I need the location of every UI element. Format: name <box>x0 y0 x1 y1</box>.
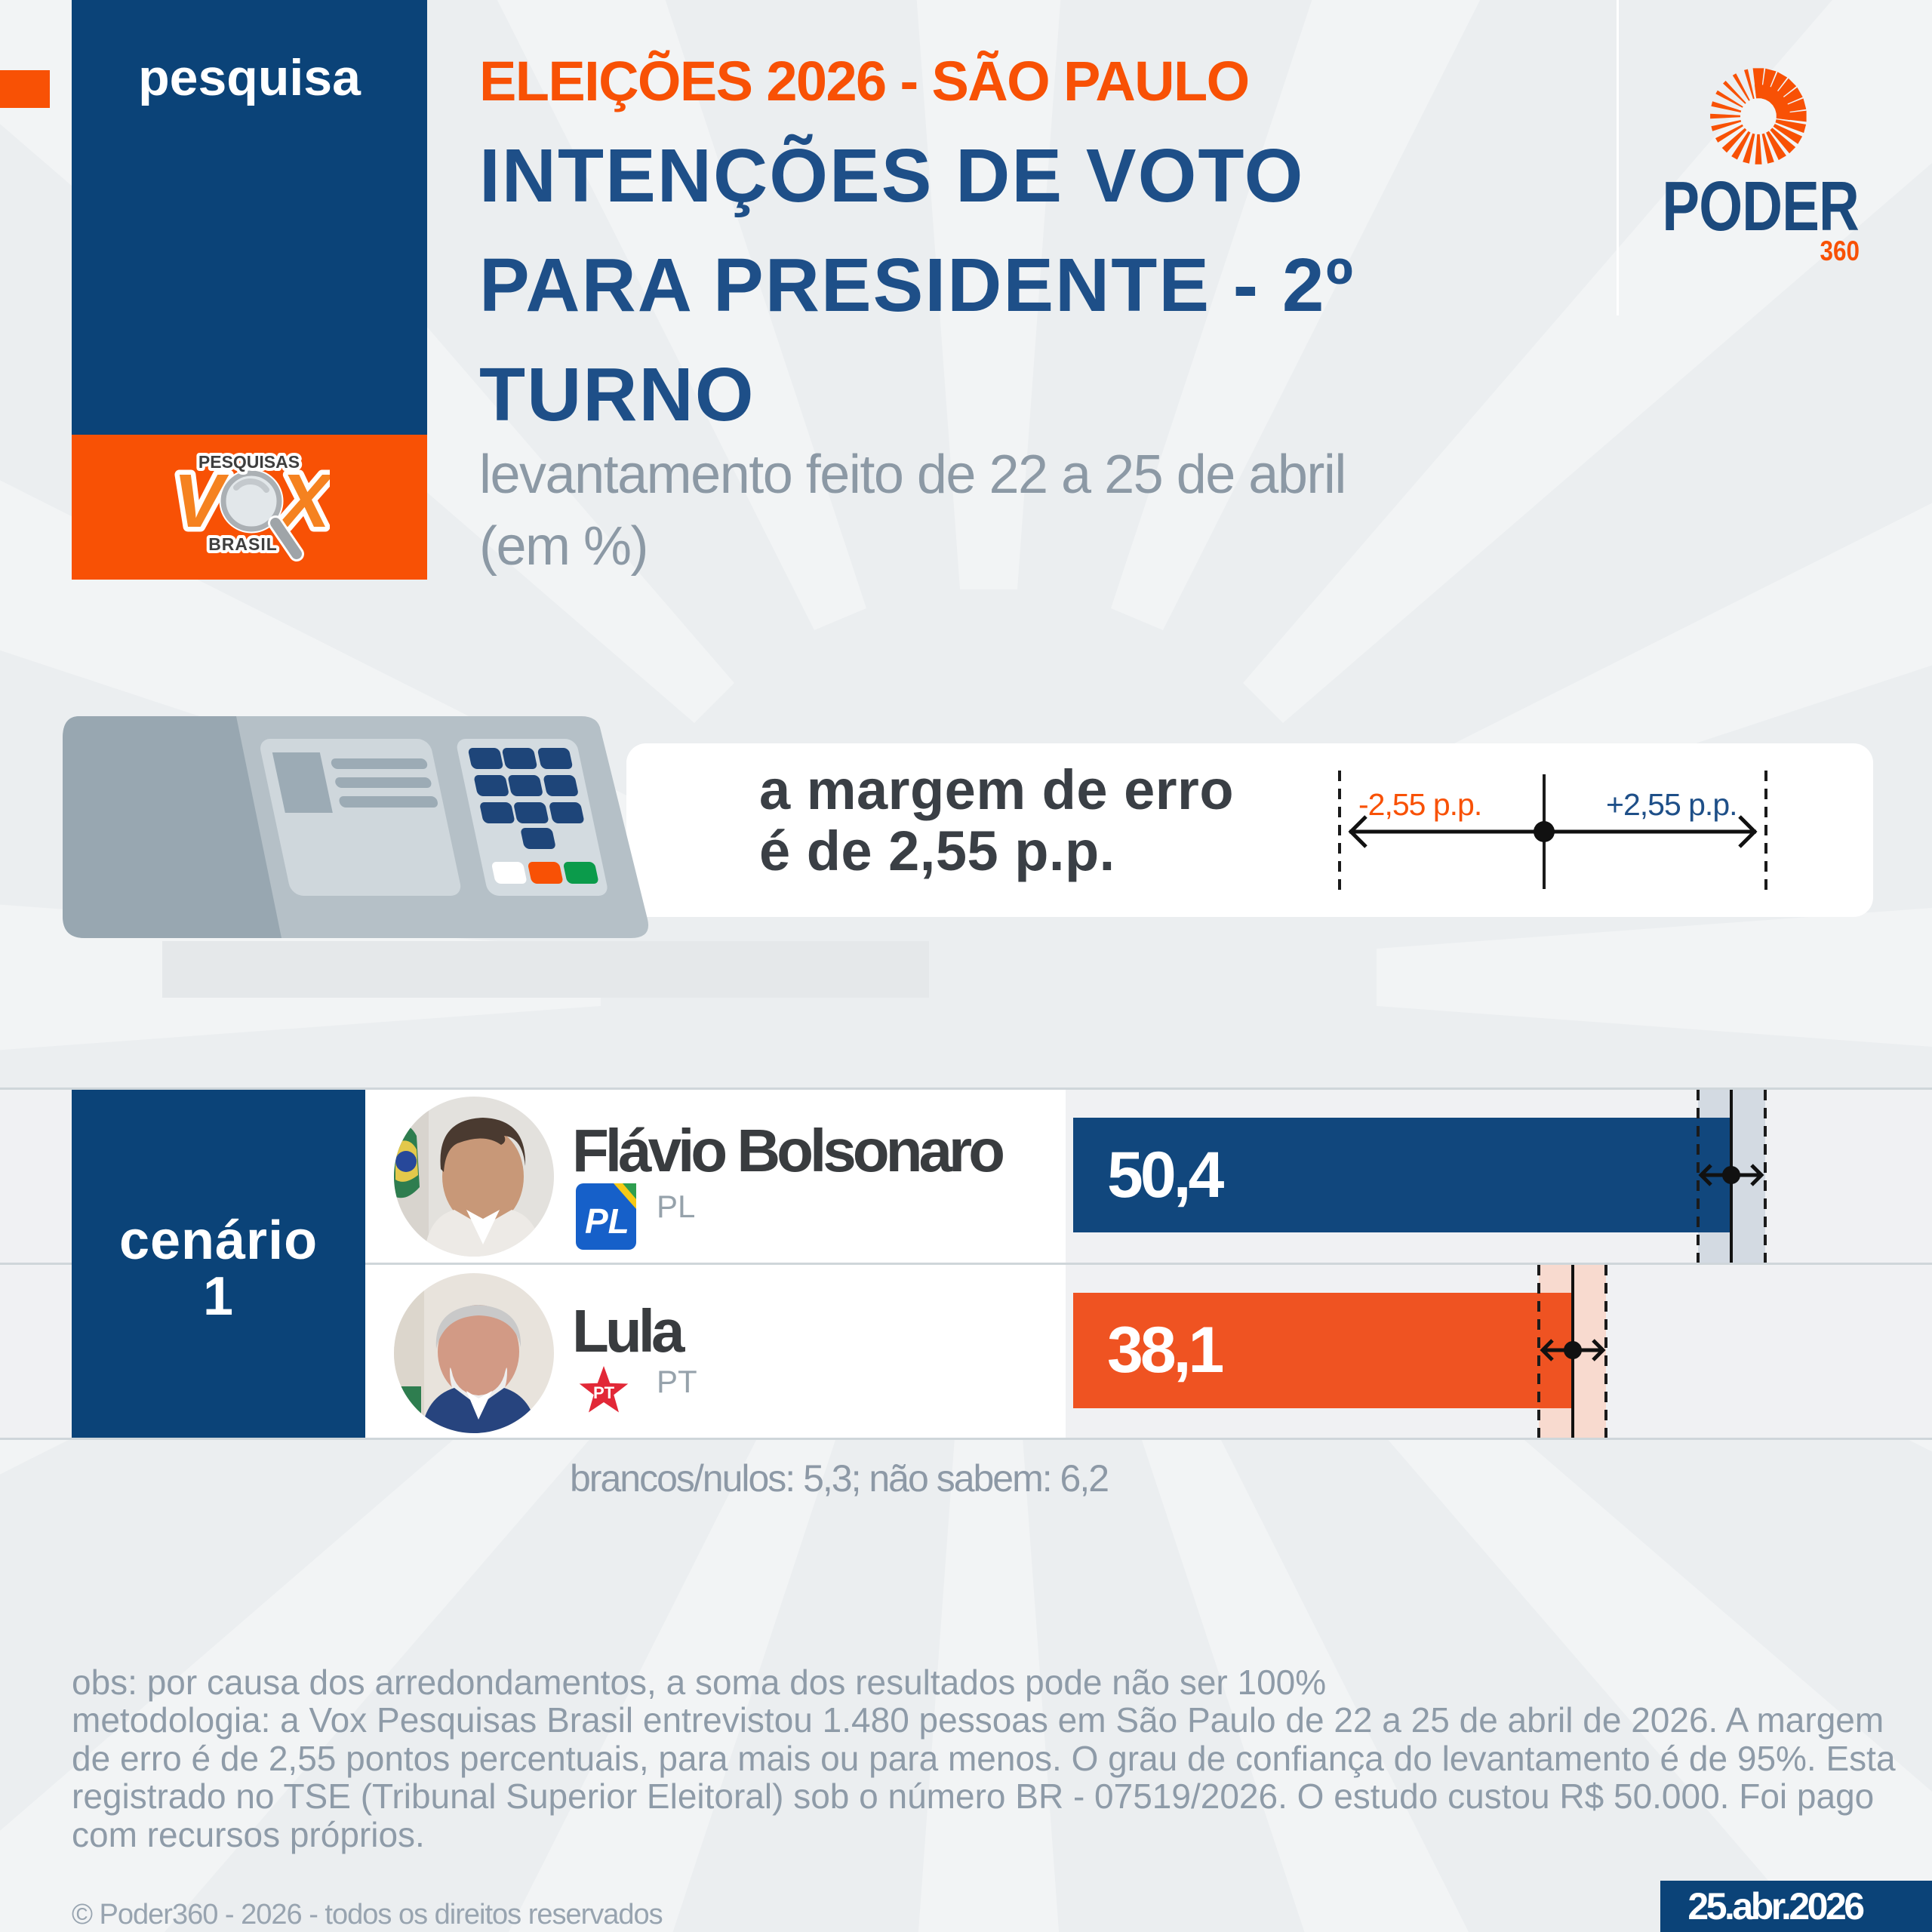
svg-text:PESQUISAS: PESQUISAS <box>198 452 300 472</box>
svg-text:PL: PL <box>585 1201 629 1241</box>
svg-text:BRASIL: BRASIL <box>208 534 278 554</box>
svg-text:BRASIL: BRASIL <box>208 534 278 554</box>
svg-text:PESQUISAS: PESQUISAS <box>198 452 300 472</box>
svg-text:PT: PT <box>593 1383 615 1402</box>
